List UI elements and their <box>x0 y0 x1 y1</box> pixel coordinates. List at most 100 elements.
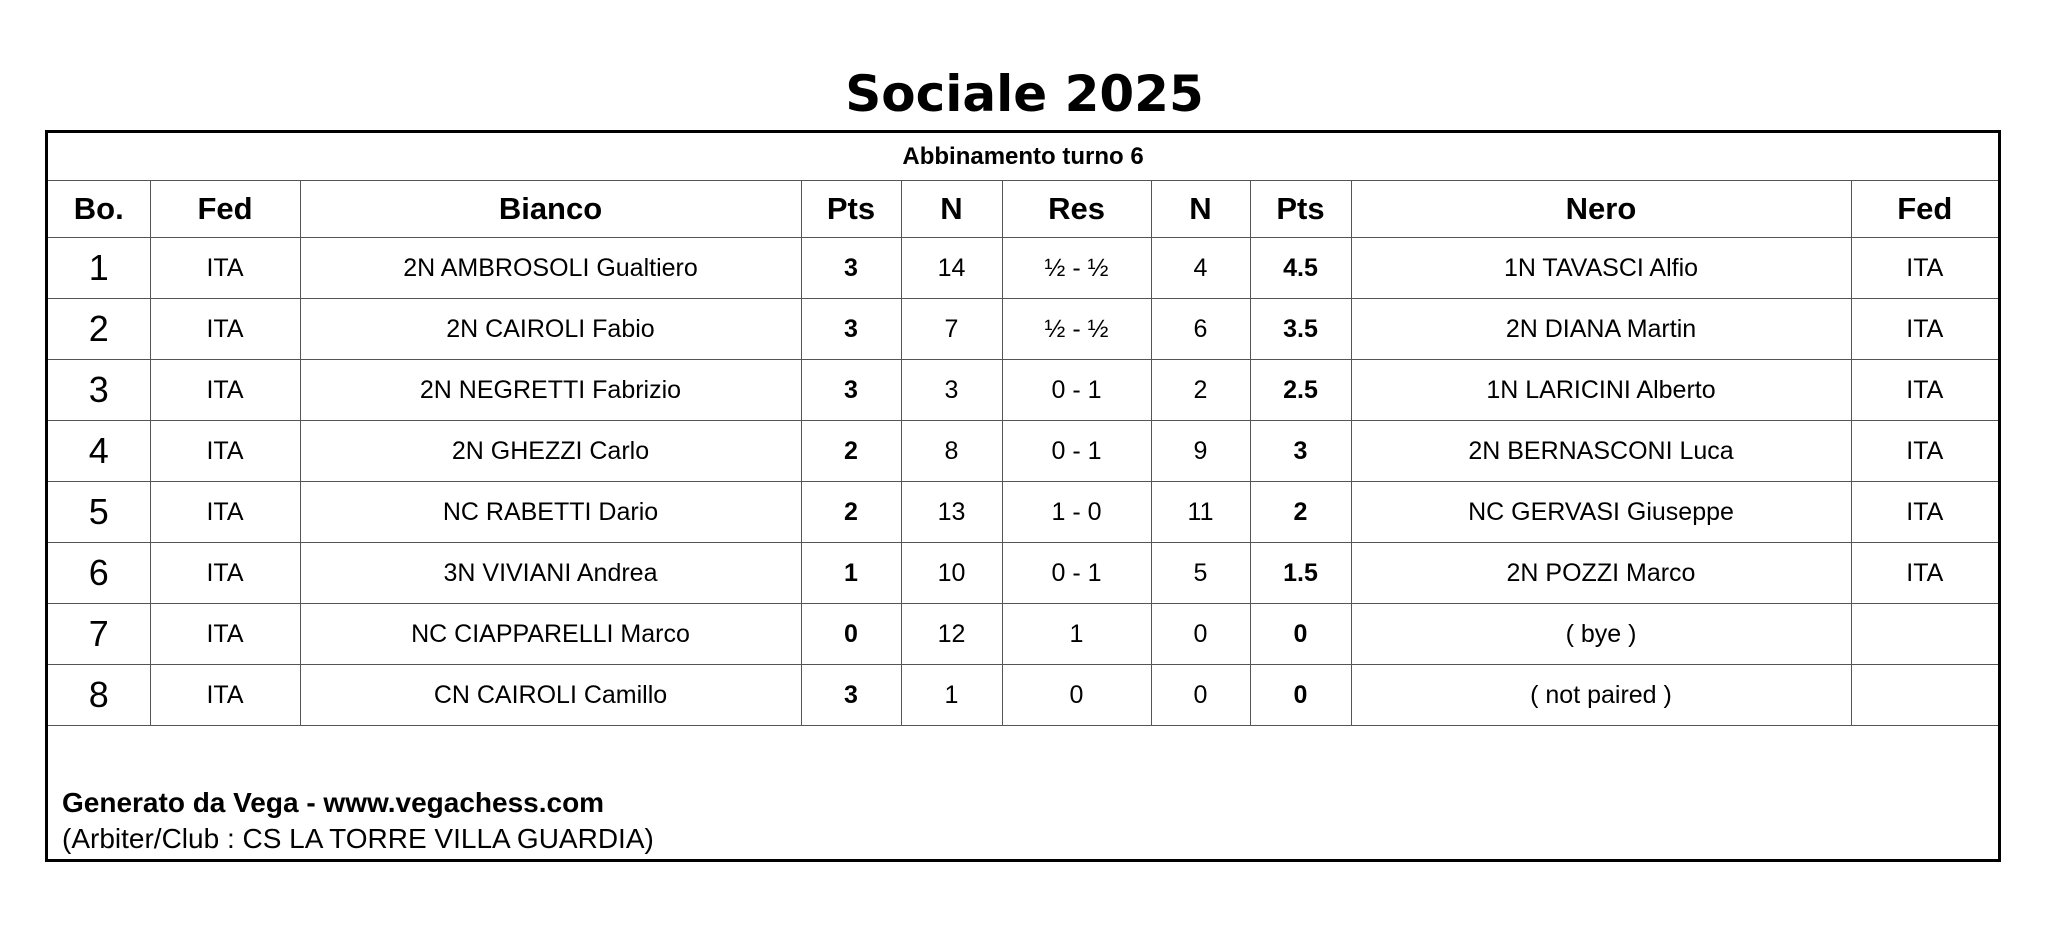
pts-white: 3 <box>800 359 902 421</box>
black-player: 2N POZZI Marco <box>1350 542 1852 604</box>
pts-black: 3.5 <box>1249 298 1352 360</box>
fed-white: ITA <box>149 664 301 726</box>
white-player: 2N GHEZZI Carlo <box>299 420 802 482</box>
generated-by: Generato da Vega - www.vegachess.com <box>62 787 605 818</box>
board-number: 4 <box>48 420 151 482</box>
pts-white: 3 <box>800 237 902 299</box>
table-row: 6 ITA 3N VIVIANI Andrea 1 10 0 - 1 5 1.5 2N POZZ… <box>48 542 1999 604</box>
board-number: 6 <box>48 542 151 604</box>
n-black: 11 <box>1150 481 1251 543</box>
footer: Generato da Vega - www.vegachess.com (Ar… <box>62 785 654 857</box>
pts-white: 2 <box>800 420 902 482</box>
n-white: 8 <box>900 420 1003 482</box>
arbiter-club: (Arbiter/Club : CS LA TORRE VILLA GUARDI… <box>62 823 654 854</box>
header-row: Bo. Fed Bianco Pts N Res N Pts Nero Fed <box>48 180 1999 238</box>
fed-white: ITA <box>149 359 301 421</box>
header-white: Bianco <box>299 180 802 238</box>
white-player: 2N NEGRETTI Fabrizio <box>299 359 802 421</box>
n-white: 3 <box>900 359 1003 421</box>
header-n-black: N <box>1150 180 1251 238</box>
header-pts-black: Pts <box>1249 180 1352 238</box>
pts-white: 2 <box>800 481 902 543</box>
fed-black: ITA <box>1850 237 1999 299</box>
white-player: 2N CAIROLI Fabio <box>299 298 802 360</box>
page-title: Sociale 2025 <box>845 65 1204 123</box>
result: 0 - 1 <box>1001 542 1152 604</box>
pts-white: 1 <box>800 542 902 604</box>
white-player: NC CIAPPARELLI Marco <box>299 603 802 665</box>
pts-black: 3 <box>1249 420 1352 482</box>
n-black: 6 <box>1150 298 1251 360</box>
result: 0 <box>1001 664 1152 726</box>
n-black: 2 <box>1150 359 1251 421</box>
table-row: 8 ITA CN CAIROLI Camillo 3 1 0 0 0( not paired … <box>48 664 1999 726</box>
black-player: 1N TAVASCI Alfio <box>1350 237 1852 299</box>
board-number: 2 <box>48 298 151 360</box>
fed-black: ITA <box>1850 420 1999 482</box>
fed-white: ITA <box>149 542 301 604</box>
fed-black: ITA <box>1850 298 1999 360</box>
board-number: 7 <box>48 603 151 665</box>
n-white: 10 <box>900 542 1003 604</box>
pts-black: 0 <box>1249 603 1352 665</box>
result: ½ - ½ <box>1001 237 1152 299</box>
board-number: 5 <box>48 481 151 543</box>
result: 0 - 1 <box>1001 420 1152 482</box>
fed-black <box>1850 603 1999 665</box>
fed-black: ITA <box>1850 481 1999 543</box>
table-row: 5 ITA NC RABETTI Dario 2 13 1 - 0 11 2 NC GERVAS… <box>48 481 1999 543</box>
black-player: 2N BERNASCONI Luca <box>1350 420 1852 482</box>
fed-white: ITA <box>149 481 301 543</box>
fed-white: ITA <box>149 237 301 299</box>
n-white: 1 <box>900 664 1003 726</box>
black-player: 2N DIANA Martin <box>1350 298 1852 360</box>
black-player: ( bye ) <box>1350 603 1852 665</box>
board-number: 1 <box>48 237 151 299</box>
pairings-table: Abbinamento turno 6 Bo. Fed Bianco Pts N… <box>48 133 1999 726</box>
fed-black: ITA <box>1850 359 1999 421</box>
pts-black: 2 <box>1249 481 1352 543</box>
fed-white: ITA <box>149 420 301 482</box>
header-pts-white: Pts <box>800 180 902 238</box>
result: 1 - 0 <box>1001 481 1152 543</box>
header-n-white: N <box>900 180 1003 238</box>
pts-black: 4.5 <box>1249 237 1352 299</box>
fed-black: ITA <box>1850 542 1999 604</box>
result: 0 - 1 <box>1001 359 1152 421</box>
table-row: 3 ITA 2N NEGRETTI Fabrizio 3 3 0 - 1 2 2.5 1N LA… <box>48 359 1999 421</box>
n-white: 14 <box>900 237 1003 299</box>
header-result: Res <box>1001 180 1152 238</box>
header-fed-white: Fed <box>149 180 301 238</box>
n-black: 5 <box>1150 542 1251 604</box>
n-white: 13 <box>900 481 1003 543</box>
fed-white: ITA <box>149 298 301 360</box>
pts-white: 3 <box>800 664 902 726</box>
n-black: 0 <box>1150 603 1251 665</box>
result: 1 <box>1001 603 1152 665</box>
pts-black: 0 <box>1249 664 1352 726</box>
table-row: 2 ITA 2N CAIROLI Fabio 3 7 ½ - ½ 6 3.5 2N DIANA … <box>48 298 1999 360</box>
header-board: Bo. <box>48 180 151 238</box>
black-player: ( not paired ) <box>1350 664 1852 726</box>
result: ½ - ½ <box>1001 298 1152 360</box>
table-row: 1 ITA 2N AMBROSOLI Gualtiero 3 14 ½ - ½ 4 4.5 1N… <box>48 237 1999 299</box>
n-black: 0 <box>1150 664 1251 726</box>
pairings-sheet: Abbinamento turno 6 Bo. Fed Bianco Pts N… <box>45 130 2001 862</box>
pts-black: 2.5 <box>1249 359 1352 421</box>
white-player: 3N VIVIANI Andrea <box>299 542 802 604</box>
header-fed-black: Fed <box>1850 180 1999 238</box>
header-black: Nero <box>1350 180 1852 238</box>
board-number: 8 <box>48 664 151 726</box>
pts-white: 3 <box>800 298 902 360</box>
n-white: 7 <box>900 298 1003 360</box>
board-number: 3 <box>48 359 151 421</box>
white-player: NC RABETTI Dario <box>299 481 802 543</box>
fed-black <box>1850 664 1999 726</box>
white-player: CN CAIROLI Camillo <box>299 664 802 726</box>
black-player: 1N LARICINI Alberto <box>1350 359 1852 421</box>
pts-black: 1.5 <box>1249 542 1352 604</box>
table-row: 4 ITA 2N GHEZZI Carlo 2 8 0 - 1 9 3 2N BERNASCON… <box>48 420 1999 482</box>
n-black: 4 <box>1150 237 1251 299</box>
white-player: 2N AMBROSOLI Gualtiero <box>299 237 802 299</box>
n-white: 12 <box>900 603 1003 665</box>
